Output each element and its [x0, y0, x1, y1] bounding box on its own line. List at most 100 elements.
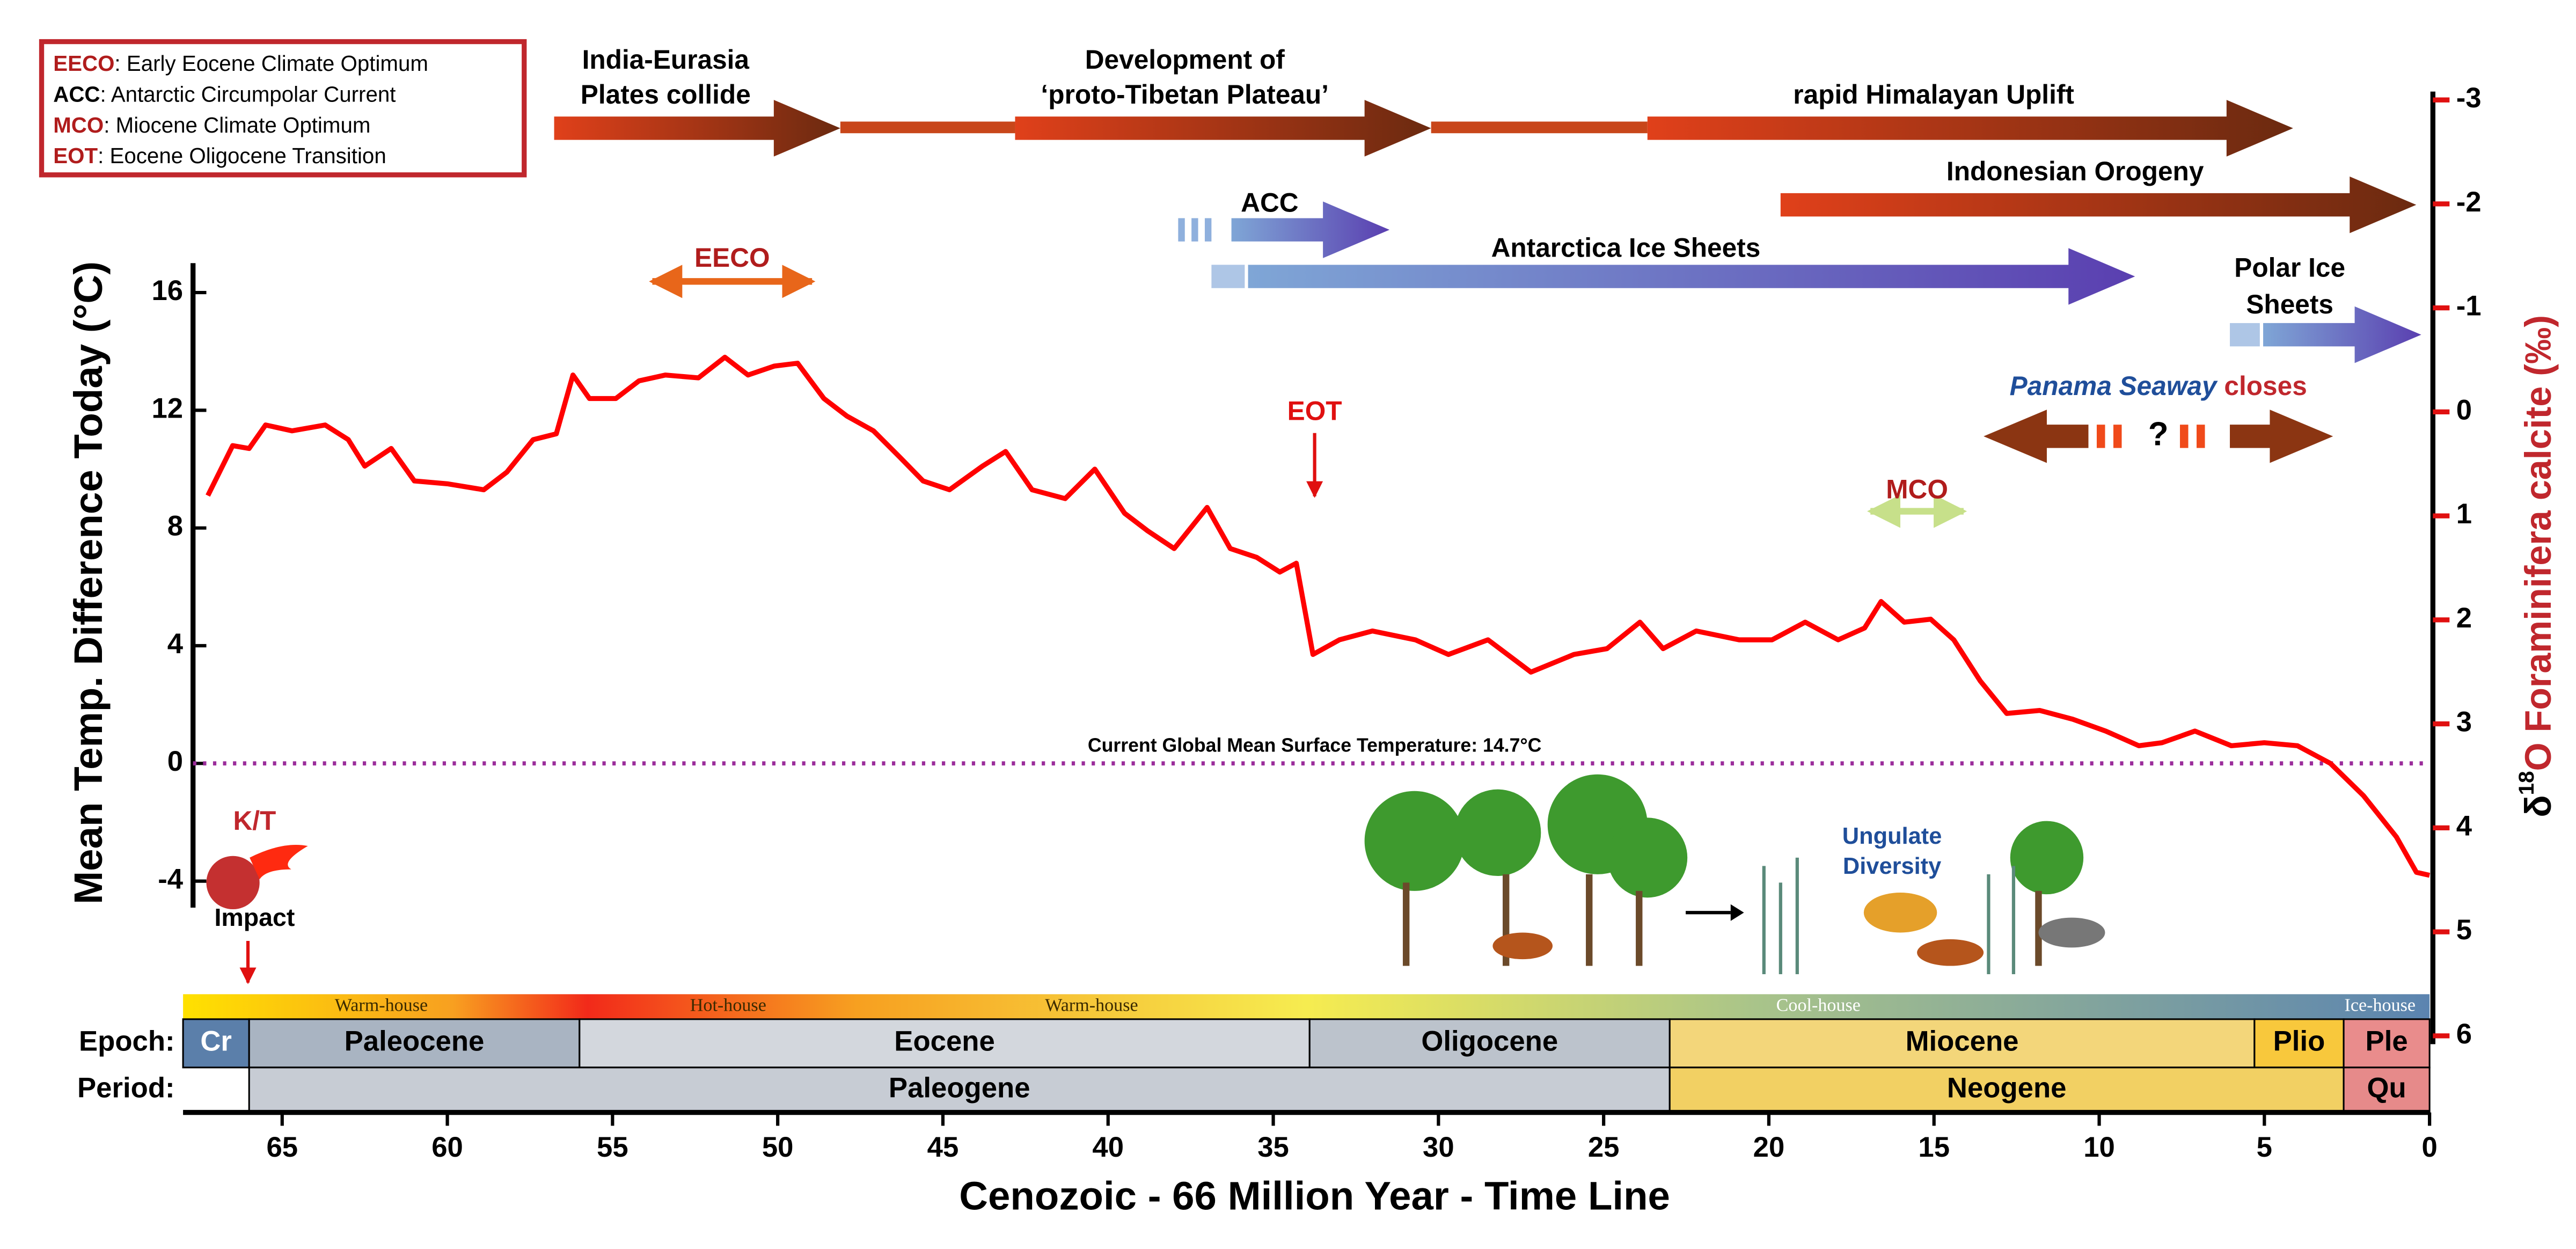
arrow: [1647, 100, 2293, 157]
dash: [2113, 425, 2122, 448]
y2-tick-label: 0: [2456, 394, 2472, 426]
timescale-label: Neogene: [1947, 1072, 2067, 1104]
legend-entry: EOT: Eocene Oligocene Transition: [53, 143, 386, 168]
climate-label: Ice-house: [2345, 995, 2416, 1015]
dash: [2096, 425, 2105, 448]
x-tick-label: 65: [266, 1131, 298, 1163]
dash: [2197, 425, 2205, 448]
legend-abbr: EOT: [53, 143, 98, 168]
annotation: Polar Ice: [2234, 253, 2345, 283]
annotation: Plates collide: [581, 79, 751, 109]
annotation: ‘proto-Tibetan Plateau’: [1041, 79, 1329, 109]
reference-label: Current Global Mean Surface Temperature:…: [1088, 735, 1542, 756]
trunks: [1402, 874, 2042, 966]
y2-tick-label: 2: [2456, 602, 2472, 634]
climate-label: Warm-house: [1045, 995, 1138, 1015]
tree: [1364, 791, 1465, 891]
legend-text: : Eocene Oligocene Transition: [98, 143, 386, 168]
legend-entry: ACC: Antarctic Circumpolar Current: [53, 82, 396, 106]
annotation: Sheets: [2246, 289, 2333, 319]
x-tick-label: 15: [1918, 1131, 1950, 1163]
legend-text: : Antarctic Circumpolar Current: [100, 82, 396, 106]
annotation: EOT: [1287, 396, 1342, 426]
y2-tick-label: 4: [2456, 810, 2472, 842]
annotation: India-Eurasia: [582, 45, 750, 75]
y-axis-title: Mean Temp. Difference Today (°C): [66, 261, 111, 904]
timescale-cell: [1668, 1067, 2345, 1114]
y2-title-part: O Foraminifera calcite (‰): [2518, 315, 2559, 771]
legend-items: EECO: Early Eocene Climate Optimum ACC: A…: [53, 51, 428, 168]
y-tick-label: 8: [167, 510, 183, 542]
legend-abbr: MCO: [53, 112, 104, 137]
y2-tick-label: -3: [2456, 82, 2482, 114]
x-tick-label: 5: [2257, 1131, 2272, 1163]
climate-band: [183, 994, 2430, 1019]
dash: [1191, 218, 1198, 242]
annotation: Antarctica Ice Sheets: [1491, 232, 1761, 262]
x-tick-label: 60: [431, 1131, 463, 1163]
y2-tick-label: 5: [2456, 914, 2472, 946]
timescale-cell: [2253, 1018, 2345, 1069]
event-arrows: [239, 100, 2421, 984]
horse: [1492, 932, 1553, 960]
meteor: [206, 856, 260, 910]
annotation-part: closes: [2217, 371, 2307, 401]
timescale-cell: [2343, 1067, 2431, 1114]
timescale-label: Paleogene: [889, 1072, 1030, 1104]
climate-label: Warm-house: [335, 995, 428, 1015]
x-tick-label: 20: [1753, 1131, 1785, 1163]
arrow: [1984, 410, 2089, 463]
arrow: [1015, 100, 1431, 157]
legend-text: : Miocene Climate Optimum: [104, 112, 370, 137]
legend-text: : Early Eocene Climate Optimum: [114, 51, 428, 76]
tree: [2010, 821, 2084, 895]
x-tick-label: 40: [1092, 1131, 1124, 1163]
annotation: Ungulate: [1842, 823, 1942, 849]
arrow: [1248, 248, 2135, 305]
legend: EECO: Early Eocene Climate Optimum ACC: A…: [39, 39, 527, 178]
annotation: Diversity: [1843, 853, 1941, 879]
x-tick-label: 30: [1423, 1131, 1454, 1163]
x-axis-title: Cenozoic - 66 Million Year - Time Line: [959, 1174, 1670, 1218]
grass: [1762, 857, 2016, 975]
annotation: MCO: [1886, 474, 1948, 504]
arrow: [2230, 410, 2333, 463]
annotation: ?: [2148, 415, 2169, 452]
x-tick-label: 10: [2083, 1131, 2115, 1163]
timescale-cell: [2343, 1018, 2431, 1069]
annotation: Impact: [214, 903, 295, 931]
arrow-link: [1431, 121, 1648, 134]
y2-tick-label: -1: [2456, 290, 2482, 322]
y-tick-label: 4: [167, 628, 184, 660]
y2-axis-title: δ18O Foraminifera calcite (‰): [2514, 315, 2559, 817]
legend-abbr: ACC: [53, 82, 100, 106]
timescale-label: Plio: [2273, 1026, 2325, 1057]
tree: [1607, 817, 1688, 898]
arrow: [2263, 306, 2421, 363]
timescale-cell: [248, 1067, 1671, 1114]
row-label: Period:: [77, 1072, 175, 1104]
timescale-label: Qu: [2367, 1072, 2406, 1104]
dash: [1211, 265, 1245, 288]
timescale-cell: [182, 1018, 250, 1069]
row-label: Epoch:: [79, 1026, 175, 1057]
y-tick-label: 0: [167, 746, 183, 777]
y2-tick-label: -2: [2456, 186, 2482, 218]
annotation: K/T: [233, 806, 276, 836]
legend-entry: MCO: Miocene Climate Optimum: [53, 112, 370, 137]
horse: [1917, 939, 1984, 966]
meteor-flame: [250, 845, 308, 880]
y-tick-label: -4: [158, 864, 184, 895]
timescale-cell: [1668, 1018, 2256, 1069]
annotations: India-Eurasia Plates collide Development…: [214, 45, 2345, 931]
arrow: [1231, 201, 1390, 258]
arrow: [1780, 176, 2417, 233]
climate-label: Cool-house: [1776, 995, 1861, 1015]
horse: [2038, 917, 2105, 948]
timescale-label: Oligocene: [1421, 1026, 1558, 1057]
timescale-label: Miocene: [1906, 1026, 2019, 1057]
climate-label: Hot-house: [690, 995, 766, 1015]
temperature-line: [206, 354, 2431, 878]
dash: [2230, 323, 2260, 347]
